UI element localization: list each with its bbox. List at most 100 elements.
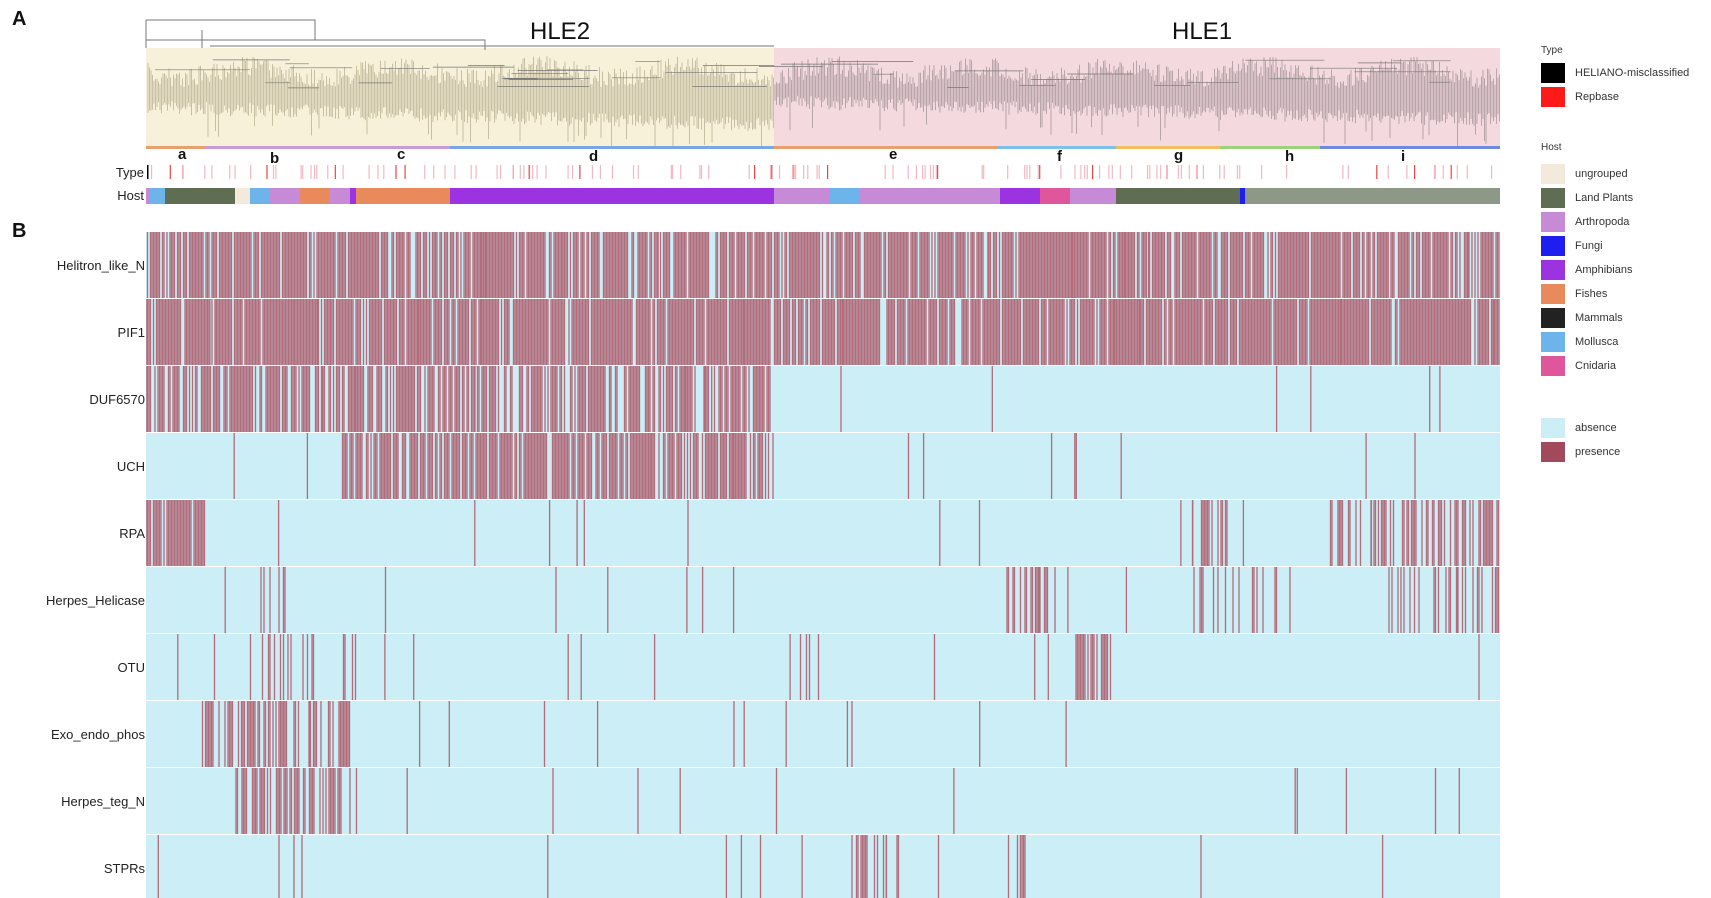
- type-mark: [1112, 165, 1113, 179]
- row-label-herpes-helicase: Herpes_Helicase: [5, 593, 145, 608]
- type-mark: [795, 165, 796, 179]
- type-mark: [1007, 165, 1008, 179]
- type-mark: [1099, 165, 1100, 179]
- heatmap-row-Herpes_teg_N: [146, 768, 1500, 834]
- legend-item-presence: presence: [1541, 442, 1620, 462]
- host-segment: [235, 188, 250, 204]
- host-segment: [1116, 188, 1150, 204]
- type-mark: [1084, 165, 1085, 179]
- type-mark: [1087, 165, 1088, 179]
- legend-label: Fungi: [1575, 240, 1603, 252]
- type-mark: [572, 165, 573, 179]
- host-segment: [1150, 188, 1240, 204]
- type-mark: [301, 165, 302, 179]
- type-mark: [771, 165, 772, 179]
- type-mark: [930, 165, 931, 179]
- type-mark: [807, 165, 808, 179]
- type-mark: [1457, 165, 1458, 179]
- legend-swatch: [1541, 260, 1565, 280]
- type-track: [147, 165, 1492, 179]
- type-mark: [1376, 165, 1377, 179]
- subclade-label-f: f: [1057, 148, 1062, 165]
- type-mark: [568, 165, 569, 179]
- subclade-label-g: g: [1174, 147, 1183, 164]
- type-mark: [592, 165, 593, 179]
- legend-label: Mammals: [1575, 312, 1623, 324]
- type-mark: [424, 165, 425, 179]
- type-mark: [1388, 165, 1389, 179]
- type-mark: [1120, 165, 1121, 179]
- type-mark: [1156, 165, 1157, 179]
- type-mark: [1060, 165, 1061, 179]
- heatmap-row-STPRs: [146, 835, 1500, 898]
- subclade-label-a: a: [178, 146, 186, 163]
- subclade-segment: [450, 146, 774, 149]
- type-mark: [377, 165, 378, 179]
- type-mark: [1026, 165, 1027, 179]
- type-mark: [680, 165, 681, 179]
- legend-item-heliano: HELIANO-misclassified: [1541, 63, 1689, 83]
- type-mark: [699, 165, 700, 179]
- legend-swatch: [1541, 236, 1565, 256]
- legend-swatch: [1541, 164, 1565, 184]
- type-mark: [793, 165, 794, 179]
- legend-item-absence: absence: [1541, 418, 1617, 438]
- type-mark: [369, 165, 370, 179]
- heatmap-row-background: [146, 500, 1500, 566]
- type-mark: [151, 165, 152, 179]
- host-segment: [356, 188, 450, 204]
- type-mark: [1092, 165, 1093, 179]
- type-mark: [444, 165, 445, 179]
- type-mark: [343, 165, 344, 179]
- type-mark: [612, 165, 613, 179]
- type-mark: [1149, 165, 1150, 179]
- subclade-segment: [1320, 146, 1500, 149]
- type-mark: [433, 165, 434, 179]
- row-label-uch: UCH: [5, 459, 145, 474]
- tree-root-lines: [146, 20, 774, 50]
- type-mark: [250, 165, 251, 179]
- type-mark: [1024, 165, 1025, 179]
- subclade-label-h: h: [1285, 148, 1294, 165]
- type-mark: [500, 165, 501, 179]
- legend-label: Amphibians: [1575, 264, 1632, 276]
- type-mark: [1181, 165, 1182, 179]
- heatmap-row-background: [146, 634, 1500, 700]
- host-segment: [205, 188, 235, 204]
- domain-heatmap: [146, 232, 1500, 898]
- legend-item-fungi: Fungi: [1541, 236, 1603, 256]
- row-label-otu: OTU: [5, 660, 145, 675]
- type-mark: [983, 165, 984, 179]
- legend-swatch: [1541, 188, 1565, 208]
- legend-item-land-plants: Land Plants: [1541, 188, 1633, 208]
- type-mark: [671, 165, 672, 179]
- legend-label: Mollusca: [1575, 336, 1618, 348]
- type-mark: [1435, 165, 1436, 179]
- subclade-segment: [205, 146, 355, 149]
- type-mark: [523, 165, 524, 179]
- type-mark: [537, 165, 538, 179]
- type-mark: [1443, 165, 1444, 179]
- type-mark: [1189, 165, 1190, 179]
- type-mark: [925, 165, 926, 179]
- legend-swatch: [1541, 332, 1565, 352]
- type-mark: [908, 165, 909, 179]
- legend-item-arthropoda: Arthropoda: [1541, 212, 1629, 232]
- type-mark: [819, 165, 820, 179]
- track-label-type: Type: [84, 165, 144, 180]
- host-segment: [330, 188, 350, 204]
- legend-item-ungrouped: ungrouped: [1541, 164, 1628, 184]
- legend-swatch: [1541, 418, 1565, 438]
- type-mark: [1203, 165, 1204, 179]
- row-label-exo-endo-phos: Exo_endo_phos: [5, 727, 145, 742]
- type-mark: [638, 165, 639, 179]
- type-mark: [892, 165, 893, 179]
- legend-label: presence: [1575, 446, 1620, 458]
- type-mark: [1261, 165, 1262, 179]
- type-mark: [1219, 165, 1220, 179]
- heatmap-row-OTU: [146, 634, 1500, 700]
- type-mark: [1224, 165, 1225, 179]
- type-mark: [383, 165, 384, 179]
- type-mark: [316, 165, 317, 179]
- legend-swatch: [1541, 308, 1565, 328]
